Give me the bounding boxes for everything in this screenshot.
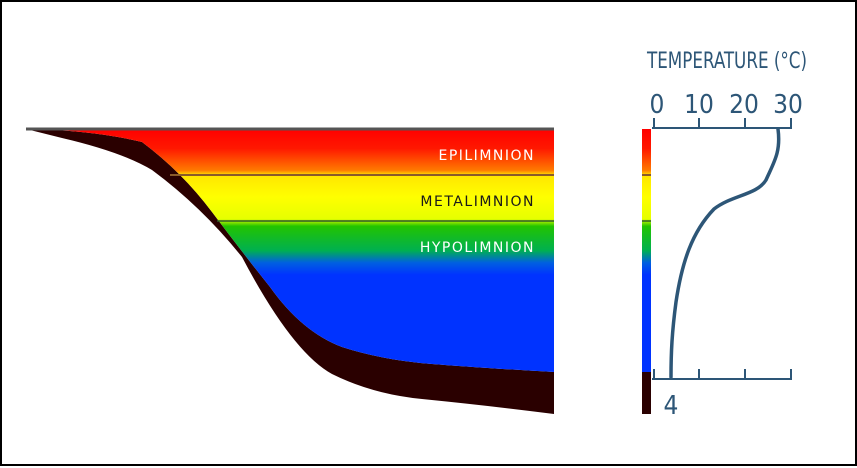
bottom-temperature-label: 4 [664, 391, 679, 421]
hypolimnion-label: HYPOLIMNION [420, 240, 535, 256]
depth-color-bar [642, 129, 651, 372]
tick-label-30: 30 [773, 90, 803, 120]
lake-water [26, 129, 554, 372]
epilimnion-label: EPILIMNION [438, 148, 535, 164]
bottom-axis [652, 369, 792, 380]
metalimnion-label: METALIMNION [420, 194, 535, 210]
tick-label-0: 0 [650, 90, 665, 120]
lake-bed [26, 129, 554, 414]
tick-label-20: 20 [729, 90, 759, 120]
depth-color-bar-bed [642, 372, 651, 414]
temperature-profile-curve [669, 127, 781, 379]
tick-label-10: 10 [684, 90, 714, 120]
temperature-axis-title: TEMPERATURE (°C) [646, 49, 807, 74]
top-axis [652, 118, 792, 129]
